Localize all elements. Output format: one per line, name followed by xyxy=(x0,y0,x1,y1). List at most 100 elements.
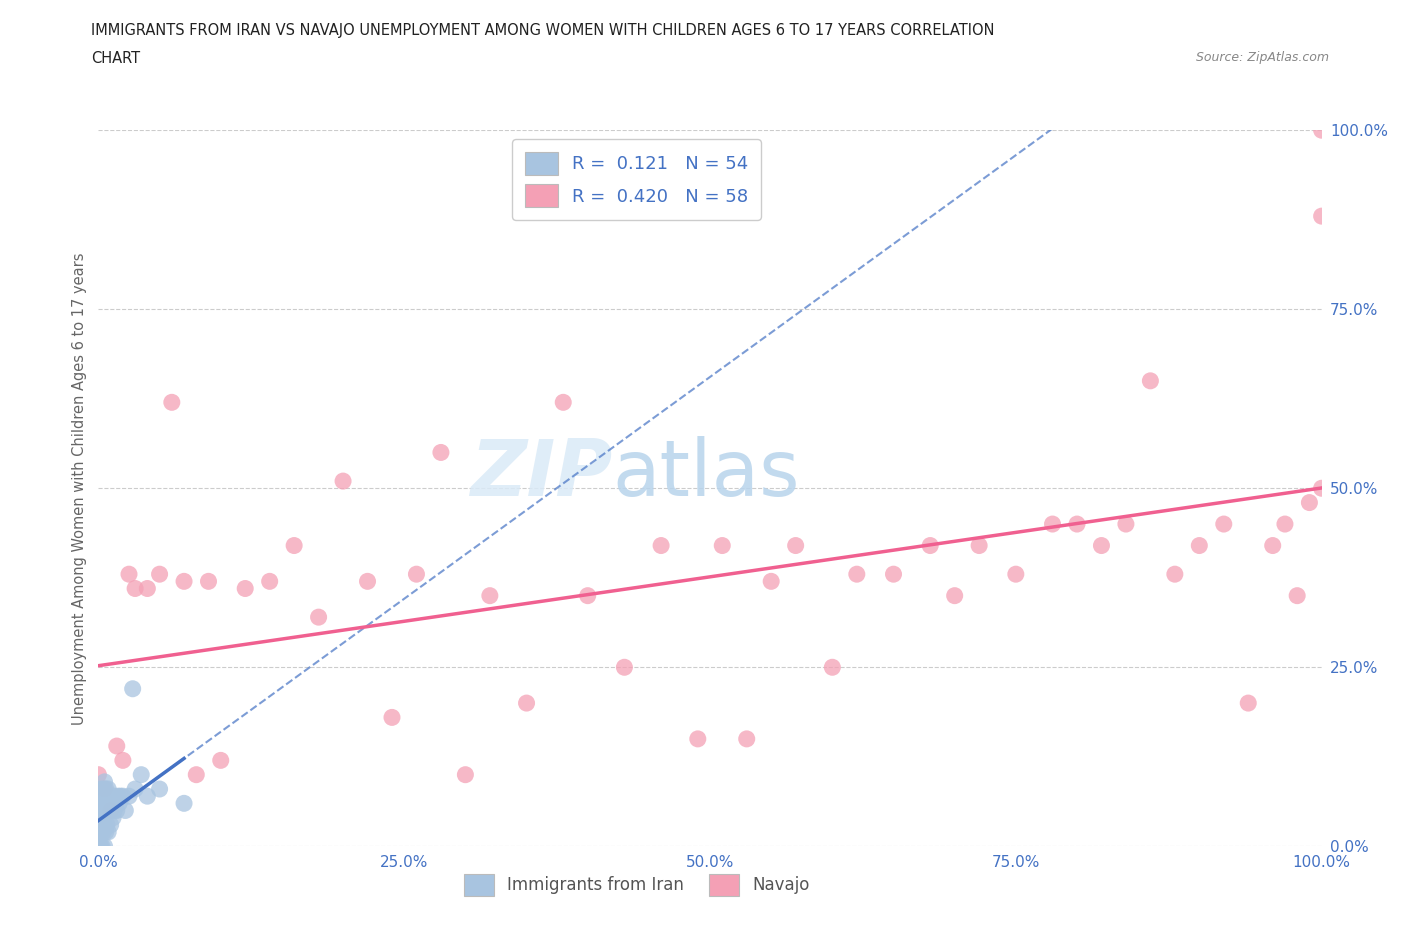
Point xyxy=(576,589,599,604)
Point xyxy=(108,796,131,811)
Point xyxy=(90,825,112,840)
Point xyxy=(821,660,844,675)
Point xyxy=(1310,208,1333,223)
Point xyxy=(943,589,966,604)
Point xyxy=(93,817,115,832)
Text: ZIP: ZIP xyxy=(470,436,612,512)
Point xyxy=(209,753,232,768)
Point xyxy=(100,796,122,811)
Point xyxy=(89,825,111,840)
Point xyxy=(96,817,118,832)
Point xyxy=(233,581,256,596)
Point xyxy=(1212,517,1234,532)
Point xyxy=(283,538,305,553)
Point xyxy=(186,767,208,782)
Text: CHART: CHART xyxy=(91,51,141,66)
Point xyxy=(104,796,127,811)
Point xyxy=(121,682,143,697)
Point xyxy=(103,804,125,818)
Point xyxy=(87,796,110,811)
Point xyxy=(91,796,114,811)
Point xyxy=(87,825,110,840)
Point xyxy=(149,781,172,796)
Point xyxy=(87,839,110,854)
Point xyxy=(87,839,110,854)
Point xyxy=(100,817,122,832)
Point xyxy=(100,804,122,818)
Point xyxy=(1310,481,1333,496)
Point xyxy=(87,839,110,854)
Point xyxy=(650,538,672,553)
Point xyxy=(93,796,115,811)
Point xyxy=(97,825,120,840)
Point xyxy=(173,796,195,811)
Point xyxy=(87,767,110,782)
Point xyxy=(785,538,807,553)
Point xyxy=(553,395,575,410)
Point xyxy=(259,574,281,589)
Point xyxy=(124,581,146,596)
Point xyxy=(1090,538,1112,553)
Point xyxy=(1042,517,1064,532)
Point xyxy=(1066,517,1088,532)
Point xyxy=(136,581,159,596)
Point xyxy=(160,395,183,410)
Point xyxy=(111,789,134,804)
Point xyxy=(405,566,427,581)
Point xyxy=(118,566,141,581)
Point xyxy=(356,574,378,589)
Point xyxy=(613,660,636,675)
Point xyxy=(124,781,146,796)
Point xyxy=(381,710,404,724)
Point xyxy=(197,574,219,589)
Point xyxy=(114,804,136,818)
Point xyxy=(90,804,112,818)
Point xyxy=(107,789,129,804)
Point xyxy=(1237,696,1260,711)
Point xyxy=(94,825,117,840)
Point xyxy=(91,817,114,832)
Point xyxy=(1188,538,1211,553)
Point xyxy=(89,839,111,854)
Point xyxy=(883,566,905,581)
Point xyxy=(97,804,120,818)
Point xyxy=(1115,517,1137,532)
Legend: Immigrants from Iran, Navajo: Immigrants from Iran, Navajo xyxy=(457,868,817,902)
Point xyxy=(515,696,537,711)
Point xyxy=(308,610,330,625)
Point xyxy=(105,804,128,818)
Point xyxy=(920,538,942,553)
Point xyxy=(87,839,110,854)
Point xyxy=(478,589,501,604)
Point xyxy=(93,839,115,854)
Point xyxy=(454,767,477,782)
Point xyxy=(1164,566,1187,581)
Point xyxy=(105,738,128,753)
Point xyxy=(1310,123,1333,138)
Text: atlas: atlas xyxy=(612,436,800,512)
Point xyxy=(91,825,114,840)
Point xyxy=(89,789,111,804)
Point xyxy=(1298,495,1320,510)
Point xyxy=(94,781,117,796)
Point xyxy=(101,810,124,825)
Point xyxy=(91,839,114,854)
Point xyxy=(430,445,453,460)
Point xyxy=(1274,517,1296,532)
Point xyxy=(1261,538,1284,553)
Point xyxy=(332,473,354,488)
Point xyxy=(845,566,868,581)
Point xyxy=(98,804,121,818)
Point xyxy=(118,789,141,804)
Point xyxy=(173,574,195,589)
Point xyxy=(103,789,125,804)
Point xyxy=(761,574,783,589)
Point xyxy=(967,538,990,553)
Point xyxy=(686,731,709,746)
Point xyxy=(90,839,112,854)
Point xyxy=(735,731,758,746)
Point xyxy=(97,781,120,796)
Point xyxy=(110,789,132,804)
Point xyxy=(1139,374,1161,389)
Point xyxy=(94,804,117,818)
